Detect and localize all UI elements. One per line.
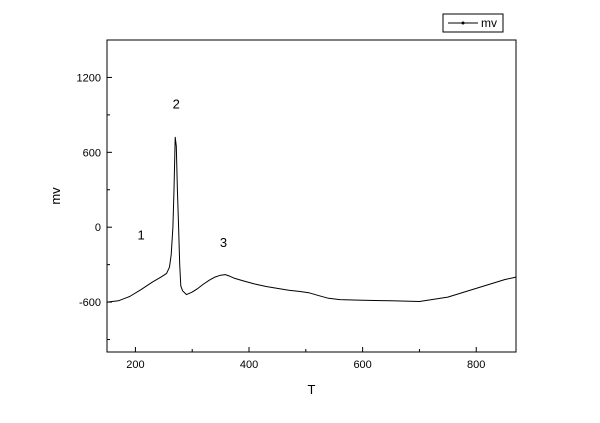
y-axis-ticks: -600 0 600 1200 bbox=[77, 39, 112, 341]
y-axis-title: mv bbox=[48, 187, 63, 205]
peak-annotation: 2 bbox=[173, 97, 180, 112]
peak-annotation: 3 bbox=[220, 235, 227, 250]
y-tick-label: 1200 bbox=[77, 72, 101, 84]
y-tick-label: -600 bbox=[79, 297, 101, 309]
x-tick-label: 200 bbox=[126, 359, 144, 371]
y-tick-label: 0 bbox=[95, 222, 101, 234]
legend-label: mv bbox=[481, 16, 497, 30]
series-line-mv bbox=[106, 136, 517, 303]
annotations: 1 2 3 bbox=[137, 97, 227, 251]
peak-annotation: 1 bbox=[137, 228, 144, 243]
y-tick-label: 600 bbox=[83, 147, 101, 159]
legend-marker bbox=[461, 21, 465, 25]
series-group bbox=[106, 136, 517, 303]
x-axis-ticks: 200 400 600 800 bbox=[126, 347, 485, 371]
x-tick-label: 800 bbox=[467, 359, 485, 371]
x-tick-label: 600 bbox=[353, 359, 371, 371]
x-axis-title: T bbox=[308, 382, 316, 397]
legend: mv bbox=[442, 13, 504, 33]
x-tick-label: 400 bbox=[240, 359, 258, 371]
plot-frame bbox=[106, 39, 517, 353]
